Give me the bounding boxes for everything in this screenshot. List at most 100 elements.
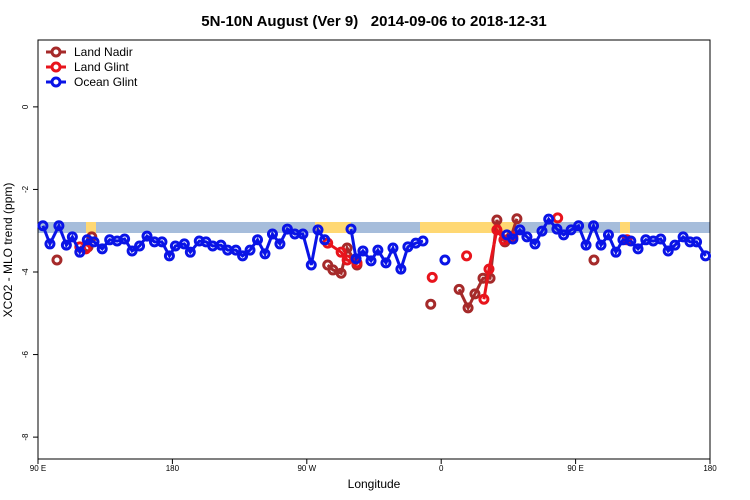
point — [625, 235, 637, 247]
point — [543, 213, 555, 225]
point — [134, 240, 146, 252]
point — [305, 259, 317, 271]
y-tick-label: -2 — [21, 185, 30, 193]
point — [552, 212, 564, 224]
point — [335, 267, 347, 279]
point — [669, 239, 681, 251]
x-axis-label: Longitude — [348, 477, 401, 491]
point — [595, 239, 607, 251]
point — [266, 228, 278, 240]
point — [491, 224, 503, 236]
x-tick-label: 90 W — [297, 464, 316, 473]
x-tick-label: 180 — [703, 464, 717, 473]
point — [632, 243, 644, 255]
point — [662, 245, 674, 257]
point — [588, 220, 600, 232]
point — [51, 254, 63, 266]
point — [345, 223, 357, 235]
legend-marker — [50, 61, 62, 73]
point — [387, 242, 399, 254]
point — [417, 235, 429, 247]
legend-label: Land Nadir — [74, 45, 133, 59]
land-band — [420, 222, 514, 233]
point — [319, 234, 331, 246]
point — [350, 253, 362, 265]
point — [380, 257, 392, 269]
point — [37, 220, 49, 232]
point — [237, 250, 249, 262]
point — [691, 236, 703, 248]
point — [357, 245, 369, 257]
point — [478, 293, 490, 305]
point — [312, 224, 324, 236]
x-tick-label: 90 E — [567, 464, 583, 473]
land-band — [315, 222, 351, 233]
point — [126, 245, 138, 257]
point — [610, 246, 622, 258]
point — [425, 298, 437, 310]
point — [507, 233, 519, 245]
chart-title: 5N-10N August (Ver 9) 2014-09-06 to 2018… — [201, 13, 546, 30]
point — [252, 234, 264, 246]
point — [511, 213, 523, 225]
legend-label: Ocean Glint — [74, 75, 138, 89]
point — [230, 244, 242, 256]
point — [461, 250, 473, 262]
point — [677, 231, 689, 243]
point — [74, 246, 86, 258]
x-tick-label: 0 — [439, 464, 444, 473]
point — [119, 233, 131, 245]
y-axis-label: XCO2 - MLO trend (ppm) — [1, 183, 15, 318]
point — [335, 246, 347, 258]
y-tick-label: -4 — [21, 268, 30, 276]
point — [580, 239, 592, 251]
point — [573, 220, 585, 232]
land-band — [86, 222, 96, 233]
point — [244, 244, 256, 256]
point — [602, 229, 614, 241]
y-tick-label: -6 — [21, 350, 30, 358]
point — [372, 244, 384, 256]
point — [281, 223, 293, 235]
legend-label: Land Glint — [74, 60, 129, 74]
point — [178, 238, 190, 250]
point — [395, 263, 407, 275]
plot-frame — [37, 39, 711, 460]
point — [96, 243, 108, 255]
point — [558, 229, 570, 241]
point — [66, 231, 78, 243]
point — [483, 263, 495, 275]
point — [529, 238, 541, 250]
point — [53, 220, 65, 232]
point — [60, 239, 72, 251]
point — [163, 250, 175, 262]
point — [156, 236, 168, 248]
point — [453, 283, 465, 295]
point — [462, 302, 474, 314]
point — [514, 224, 526, 236]
y-tick-label: 0 — [21, 104, 30, 109]
land-band — [620, 222, 630, 233]
point — [297, 228, 309, 240]
x-tick-label: 90 E — [30, 464, 46, 473]
point — [215, 239, 227, 251]
y-tick-label: -8 — [21, 433, 30, 441]
point — [491, 214, 503, 226]
point — [439, 254, 451, 266]
point — [700, 250, 712, 262]
point — [551, 223, 563, 235]
point — [141, 230, 153, 242]
point — [44, 238, 56, 250]
x-tick-label: 180 — [166, 464, 180, 473]
point — [588, 254, 600, 266]
legend-marker — [50, 76, 62, 88]
point — [184, 246, 196, 258]
point — [521, 231, 533, 243]
point — [88, 236, 100, 248]
point — [655, 233, 667, 245]
point — [469, 288, 481, 300]
legend-marker — [50, 46, 62, 58]
point — [274, 238, 286, 250]
point — [365, 255, 377, 267]
